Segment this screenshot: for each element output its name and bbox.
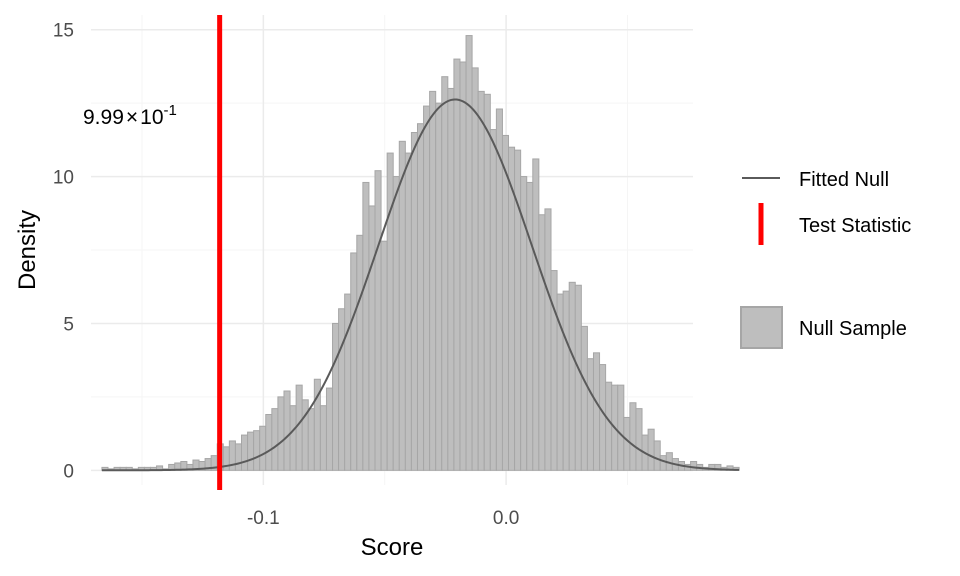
histogram-bar xyxy=(459,61,467,471)
histogram-bar xyxy=(447,87,455,471)
histogram-bar xyxy=(247,431,255,471)
histogram-bar xyxy=(271,408,279,471)
histogram-bar xyxy=(416,123,425,471)
histogram-bar xyxy=(635,408,643,471)
histogram-bar xyxy=(398,140,406,471)
histogram-bar xyxy=(471,67,479,471)
legend-null-sample-label: Null Sample xyxy=(799,318,907,340)
histogram-bar xyxy=(659,455,667,471)
histogram-bar xyxy=(301,399,309,471)
x-axis-title: Score xyxy=(361,534,424,561)
histogram-bar xyxy=(526,181,534,471)
histogram-bar xyxy=(344,293,352,471)
histogram-bar xyxy=(441,76,449,471)
histogram-bar xyxy=(623,416,631,471)
null-sample-bars xyxy=(101,35,740,471)
histogram-bar xyxy=(368,205,376,471)
histogram-bar xyxy=(356,234,364,471)
histogram-bar xyxy=(325,387,334,471)
histogram-bar xyxy=(338,308,346,471)
y-tick-label: 0 xyxy=(63,461,74,482)
histogram-bar xyxy=(374,170,382,471)
histogram-bar xyxy=(580,325,588,471)
histogram-bar xyxy=(568,281,576,471)
histogram-bar xyxy=(404,152,412,471)
y-tick-label: 15 xyxy=(53,21,74,42)
histogram-bar xyxy=(283,390,291,471)
histogram-bar xyxy=(429,90,437,471)
legend-fitted-null-label: Fitted Null xyxy=(799,169,889,191)
x-axis-ticks: -0.1 0.0 xyxy=(247,508,519,529)
histogram-bar xyxy=(586,358,594,471)
histogram-bar xyxy=(332,322,340,471)
histogram-bar xyxy=(562,290,570,471)
histogram-bar xyxy=(599,364,607,471)
histogram-bar xyxy=(629,402,637,471)
histogram-bar xyxy=(234,443,243,471)
histogram-bar xyxy=(653,440,661,471)
histogram-bar xyxy=(489,129,497,471)
histogram-bar xyxy=(465,35,473,471)
histogram-bar xyxy=(307,408,315,471)
histogram-bar xyxy=(453,58,461,471)
y-tick-label: 10 xyxy=(53,168,74,189)
histogram-bar xyxy=(574,284,582,471)
histogram-bar xyxy=(380,240,388,471)
fitted-null-curve xyxy=(101,98,740,472)
histogram-bar xyxy=(277,396,285,471)
histogram-bar xyxy=(386,152,394,471)
histogram-bar xyxy=(544,208,552,471)
histogram-bar xyxy=(410,132,418,471)
histogram-bar xyxy=(289,405,297,471)
y-axis-title: Density xyxy=(14,210,41,290)
legend-null-sample-key xyxy=(740,306,783,349)
histogram-bar xyxy=(483,93,491,471)
histogram-bar xyxy=(319,405,327,471)
x-tick-label: 0.0 xyxy=(493,508,519,529)
histogram-bar xyxy=(538,214,546,471)
histogram-bar xyxy=(477,90,485,471)
histogram-bar xyxy=(392,176,400,471)
histogram-bar xyxy=(605,381,613,471)
histogram-bar xyxy=(690,461,698,471)
histogram-bar xyxy=(423,105,431,471)
legend: Fitted Null Test Statistic Null Sample xyxy=(740,169,911,349)
x-tick-label: -0.1 xyxy=(247,508,280,529)
y-tick-label: 5 xyxy=(63,314,74,335)
histogram-bar xyxy=(265,414,273,471)
histogram-bar xyxy=(241,434,249,471)
histogram-bar xyxy=(501,134,510,471)
histogram-bar xyxy=(647,428,655,471)
histogram-bar xyxy=(532,158,540,471)
legend-test-statistic-label: Test Statistic xyxy=(799,215,911,237)
histogram-bar xyxy=(617,384,625,471)
histogram-bar xyxy=(592,352,601,471)
histogram-bar xyxy=(435,102,443,471)
p-value-annotation: 9.99×10-1 xyxy=(83,102,177,129)
histogram-bar xyxy=(253,430,261,471)
histogram-bar xyxy=(259,425,267,471)
y-axis-ticks: 0 5 10 15 xyxy=(53,21,74,483)
histogram-bar xyxy=(350,252,358,471)
histogram-bar xyxy=(362,181,370,471)
histogram-bar xyxy=(295,384,303,471)
